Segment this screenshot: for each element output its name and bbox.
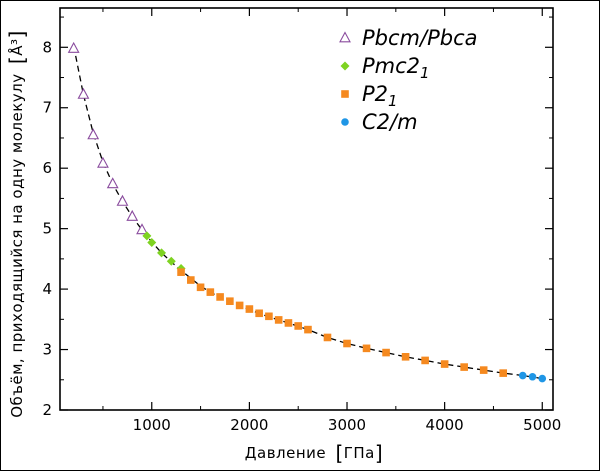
data-point-p21-11 <box>274 316 283 324</box>
legend-marker-c2-m <box>341 118 349 126</box>
legend-label-main-c2-m: C2/m <box>362 110 418 134</box>
x-tick-label-2000: 2000 <box>230 416 268 434</box>
data-point-p21-6 <box>226 297 234 305</box>
x-tick-label-4000: 4000 <box>426 416 464 434</box>
legend-marker-pmc21 <box>340 61 350 71</box>
data-point-p21-13 <box>294 322 303 330</box>
axes-layer: 1000 2000 3000 4000 5000 2 3 4 5 6 7 8 <box>42 7 561 434</box>
data-point-p21-12 <box>284 319 293 327</box>
y-tick-label-8: 8 <box>42 38 52 56</box>
data-points-layer <box>67 41 547 383</box>
legend-item-pbcm-pbca: Pbcm/Pbca <box>339 26 477 50</box>
legend-marker-p21 <box>341 90 349 98</box>
data-point-c2-m-3 <box>538 374 547 383</box>
data-point-p21-22 <box>460 363 468 371</box>
y-tick-label-5: 5 <box>42 220 52 238</box>
y-tick-label-3: 3 <box>42 341 52 359</box>
y-tick-label-7: 7 <box>42 99 52 117</box>
data-point-p21-8 <box>245 305 254 313</box>
data-point-pmc21-1 <box>142 231 152 241</box>
legend-label-p21: P21 <box>362 82 398 110</box>
legend-label-pbcm-pbca: Pbcm/Pbca <box>362 26 477 50</box>
plot-border <box>59 7 554 411</box>
plot-background <box>60 8 553 410</box>
data-point-p21-1 <box>177 268 185 276</box>
plot-area <box>60 8 553 410</box>
legend-marker-pbcm-pbca <box>339 31 351 43</box>
data-point-p21-20 <box>421 356 429 365</box>
data-point-p21-2 <box>187 276 195 284</box>
x-axis-unit: ГПа <box>344 444 375 462</box>
data-point-pbcm-pbca-3 <box>87 128 100 140</box>
data-point-p21-23 <box>479 366 488 374</box>
data-point-p21-10 <box>265 312 273 321</box>
y-axis-label: Объём, приходящийся на одну молекулу [Å³… <box>5 30 29 418</box>
data-point-p21-16 <box>343 339 351 348</box>
y-tick-label-4: 4 <box>42 280 52 298</box>
x-axis-open-bracket: [ <box>335 441 343 465</box>
y-tick-label-6: 6 <box>42 159 52 177</box>
x-axis-title: Давление <box>245 444 326 462</box>
legend-label-main-pmc21: Pmc2 <box>362 54 420 78</box>
data-point-p21-14 <box>304 325 312 334</box>
y-tick-label-2: 2 <box>42 401 52 419</box>
data-point-p21-18 <box>382 348 390 357</box>
data-point-p21-21 <box>440 360 449 368</box>
x-axis-label: Давление [ГПа] <box>245 441 383 465</box>
data-point-pbcm-pbca-7 <box>126 209 139 221</box>
y-axis-close-bracket: ] <box>5 30 29 38</box>
data-point-pbcm-pbca-4 <box>97 156 109 168</box>
fit-curve-layer <box>73 45 543 380</box>
data-point-p21-17 <box>362 344 371 353</box>
y-axis-unit: Å³ <box>7 39 26 56</box>
legend-label-subscript-p21: 1 <box>388 92 398 110</box>
data-point-pbcm-pbca-5 <box>106 177 119 189</box>
legend-label-main-p21: P2 <box>362 82 388 106</box>
data-point-c2-m-2 <box>528 372 537 381</box>
legend-label-pmc21: Pmc21 <box>362 54 430 82</box>
legend-label-c2-m: C2/m <box>362 110 418 134</box>
data-point-pbcm-pbca-2 <box>77 87 90 99</box>
legend-item-c2-m: C2/m <box>341 110 418 134</box>
x-tick-label-3000: 3000 <box>328 416 366 434</box>
x-tick-label-5000: 5000 <box>523 416 561 434</box>
legend-label-main-pbcm-pbca: Pbcm/Pbca <box>362 26 477 50</box>
legend-label-subscript-pmc21: 1 <box>420 64 430 82</box>
data-point-p21-19 <box>401 353 410 361</box>
data-point-p21-7 <box>235 301 244 310</box>
data-point-p21-3 <box>196 283 205 292</box>
x-tick-label-1000: 1000 <box>133 416 171 434</box>
y-axis-open-bracket: [ <box>5 56 29 64</box>
data-point-p21-15 <box>323 333 332 342</box>
data-point-p21-5 <box>216 293 224 301</box>
data-point-p21-24 <box>499 369 508 377</box>
legend-item-p21: P21 <box>341 82 398 110</box>
data-point-c2-m-1 <box>518 371 527 380</box>
data-point-pbcm-pbca-8 <box>136 223 148 235</box>
x-axis-close-bracket: ] <box>375 441 383 465</box>
data-point-pmc21-4 <box>166 256 176 266</box>
data-point-pmc21-3 <box>157 248 167 258</box>
data-point-p21-9 <box>255 309 263 318</box>
data-point-pbcm-pbca-1 <box>67 41 80 53</box>
y-axis-title: Объём, приходящийся на одну молекулу <box>8 73 26 417</box>
data-point-p21-4 <box>206 288 215 296</box>
data-point-pmc21-2 <box>147 238 157 248</box>
data-point-pbcm-pbca-6 <box>116 194 129 206</box>
legend-item-pmc21: Pmc21 <box>340 54 430 82</box>
fit-curve-line <box>73 45 543 380</box>
